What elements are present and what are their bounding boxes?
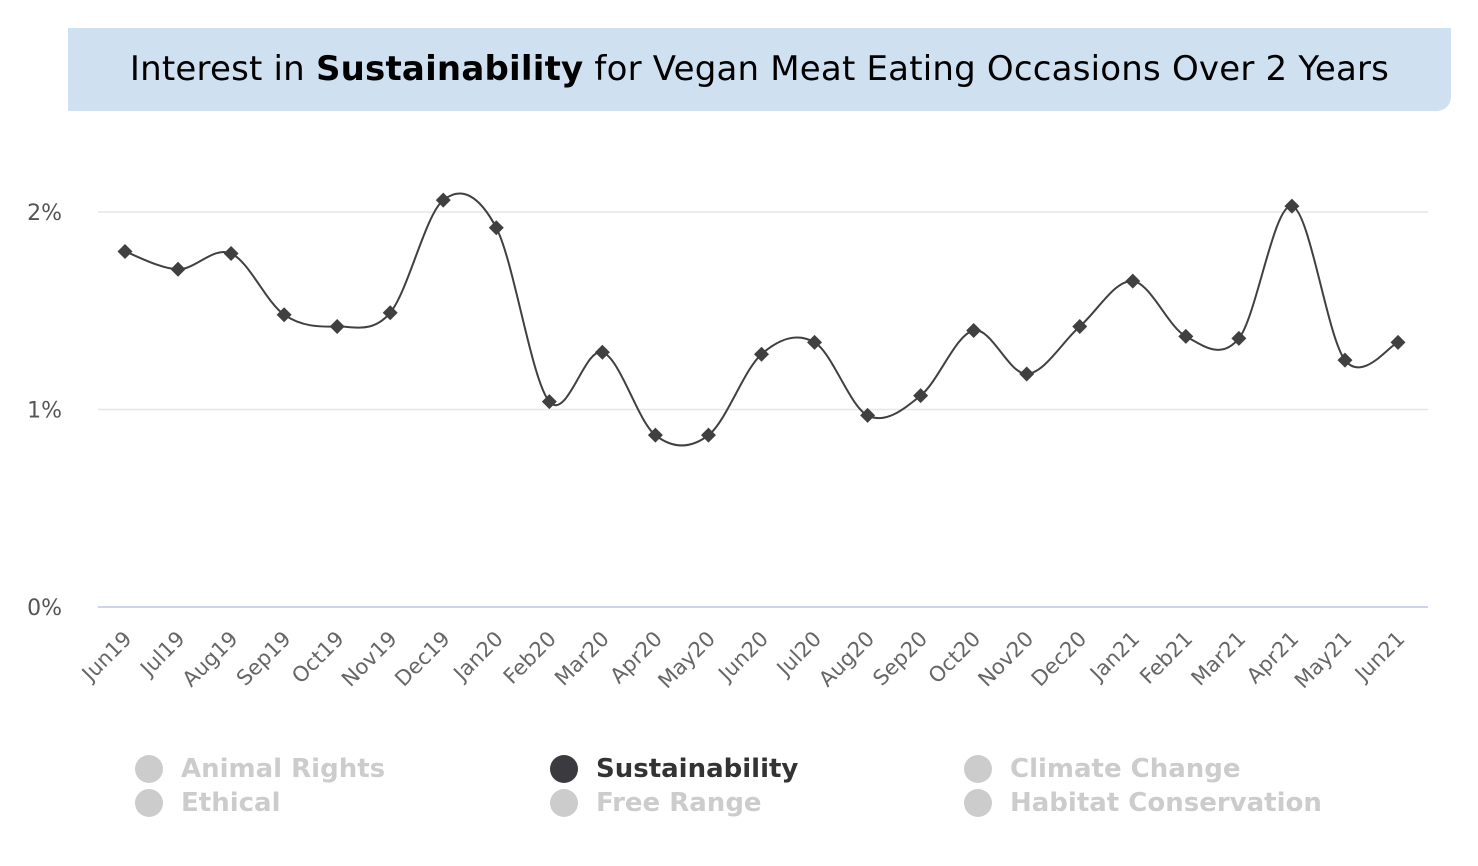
x-tick-label: Jun21: [1349, 627, 1409, 687]
series-line: [124, 192, 1399, 447]
data-point: [594, 344, 610, 360]
legend-marker: [964, 789, 992, 817]
legend-marker: [135, 789, 163, 817]
x-tick-label: Feb20: [499, 627, 561, 689]
x-tick-label: Aug19: [178, 627, 243, 692]
legend-label: Climate Change: [1010, 754, 1241, 784]
x-tick-label: Nov19: [337, 627, 402, 692]
x-tick-label: Sep20: [868, 627, 932, 691]
data-point: [966, 323, 982, 338]
chart-title-suffix: for Vegan Meat Eating Occasions Over 2 Y…: [583, 49, 1390, 89]
data-point: [1390, 334, 1406, 350]
data-point: [1019, 366, 1035, 382]
legend-marker: [550, 789, 578, 817]
chart-title-prefix: Interest in: [129, 49, 316, 89]
x-tick-label: Aug20: [814, 627, 879, 692]
y-tick-label: 0%: [27, 596, 62, 621]
data-point: [435, 192, 451, 208]
legend-label: Ethical: [181, 788, 281, 818]
data-point: [913, 388, 929, 404]
data-point: [1178, 328, 1194, 344]
legend-label: Free Range: [596, 788, 762, 818]
data-point: [541, 394, 557, 410]
x-tick-label: May20: [653, 627, 720, 694]
data-point: [276, 307, 292, 323]
data-point: [1072, 319, 1088, 335]
data-point: [1231, 330, 1247, 346]
y-tick-label: 1%: [27, 399, 62, 424]
x-tick-label: Oct19: [287, 627, 349, 689]
data-point: [647, 427, 663, 443]
data-point: [382, 305, 398, 321]
data-point: [807, 334, 823, 350]
x-tick-label: Jan20: [448, 627, 508, 687]
x-tick-label: Dec19: [390, 627, 455, 692]
data-point: [329, 319, 345, 335]
data-point: [1125, 273, 1141, 289]
x-tick-label: Mar20: [550, 627, 614, 691]
x-tick-label: Sep19: [232, 627, 296, 691]
data-point: [700, 427, 716, 443]
x-tick-label: Oct20: [924, 627, 986, 689]
legend-item-animal-rights[interactable]: Animal Rights: [135, 754, 385, 784]
legend-item-sustainability[interactable]: Sustainability: [550, 754, 798, 784]
y-tick-label: 2%: [27, 201, 62, 226]
data-point: [1284, 198, 1300, 214]
data-point: [117, 244, 133, 259]
x-tick-label: May21: [1290, 627, 1357, 694]
data-point: [754, 346, 769, 362]
data-point: [1337, 352, 1353, 368]
legend-marker: [550, 755, 578, 783]
chart-title-highlight: Sustainability: [315, 49, 584, 89]
data-point: [223, 245, 239, 261]
x-tick-label: Nov20: [973, 627, 1038, 692]
x-tick-label: Jun19: [76, 627, 136, 687]
chart-title-banner: Interest in Sustainability for Vegan Mea…: [68, 28, 1451, 111]
legend-label: Habitat Conservation: [1010, 788, 1322, 818]
legend-item-ethical[interactable]: Ethical: [135, 788, 280, 818]
x-tick-label: Jan21: [1084, 627, 1144, 687]
legend-item-climate-change[interactable]: Climate Change: [964, 754, 1241, 784]
legend-label: Animal Rights: [181, 754, 386, 784]
legend-label: Sustainability: [596, 754, 799, 784]
data-point: [170, 261, 186, 277]
x-tick-label: Jun20: [713, 627, 773, 687]
legend-item-habitat-conservation[interactable]: Habitat Conservation: [964, 788, 1322, 818]
legend-marker: [964, 755, 992, 783]
legend-marker: [135, 755, 163, 783]
chart-title: Interest in Sustainability for Vegan Mea…: [68, 28, 1451, 111]
data-point: [488, 220, 504, 236]
legend-item-free-range[interactable]: Free Range: [550, 788, 762, 818]
x-tick-label: Dec20: [1027, 627, 1092, 692]
data-point: [860, 407, 876, 423]
x-tick-label: Feb21: [1135, 627, 1197, 689]
x-tick-label: Mar21: [1187, 627, 1251, 691]
